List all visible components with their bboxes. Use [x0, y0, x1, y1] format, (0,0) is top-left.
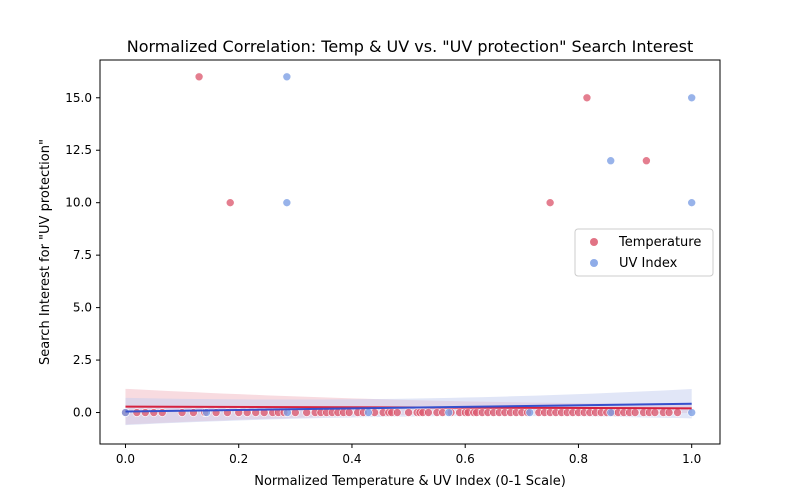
data-point-uv-index	[525, 408, 535, 417]
y-axis-label: Search Interest for "UV protection"	[38, 139, 53, 365]
trend-lines	[125, 402, 692, 413]
data-point-uv-index	[687, 93, 696, 103]
y-tick-label: 15.0	[65, 91, 92, 105]
data-point-temperature	[344, 408, 354, 417]
data-point-uv-index	[606, 408, 616, 417]
x-tick-label: 0.8	[569, 452, 588, 466]
data-point-temperature	[392, 408, 402, 417]
data-point-uv-index	[444, 408, 454, 417]
data-point-temperature	[582, 93, 592, 103]
y-tick-label: 7.5	[73, 248, 92, 262]
data-point-temperature	[545, 198, 555, 207]
x-tick-label: 0.2	[229, 452, 248, 466]
x-axis-label: Normalized Temperature & UV Index (0-1 S…	[254, 474, 566, 489]
data-point-temperature	[630, 408, 640, 417]
data-point-temperature	[673, 408, 682, 417]
y-tick-label: 10.0	[65, 196, 92, 210]
trend-line-uv-index	[125, 402, 692, 413]
data-point-temperature	[404, 408, 413, 417]
data-point-uv-index	[606, 156, 616, 166]
data-point-temperature	[194, 72, 204, 82]
legend-label-temperature: Temperature	[618, 235, 701, 250]
y-axis-ticks: 0.0 2.5 5.0 7.5 10.0 12.5 15.0	[65, 91, 100, 420]
legend-label-uv-index: UV Index	[619, 256, 678, 271]
data-point-temperature	[157, 408, 167, 417]
data-point-uv-index	[121, 408, 130, 417]
data-point-temperature	[424, 408, 433, 417]
x-axis-ticks: 0.0 0.2 0.4 0.6 0.8 1.0	[116, 444, 701, 466]
data-point-uv-index	[282, 198, 292, 207]
y-tick-label: 12.5	[65, 143, 92, 157]
data-point-uv-index	[687, 408, 696, 417]
data-point-uv-index	[687, 198, 696, 207]
y-tick-label: 0.0	[73, 406, 92, 420]
data-point-temperature	[132, 408, 142, 417]
data-point-uv-index	[364, 408, 373, 417]
data-point-uv-index	[282, 72, 292, 82]
x-tick-label: 0.4	[342, 452, 361, 466]
y-tick-label: 5.0	[73, 301, 92, 315]
data-point-temperature	[650, 408, 660, 417]
y-tick-label: 2.5	[73, 353, 92, 367]
x-tick-label: 0.6	[456, 452, 475, 466]
data-point-temperature	[642, 156, 651, 166]
chart-title: Normalized Correlation: Temp & UV vs. "U…	[127, 37, 694, 56]
legend: Temperature UV Index	[574, 228, 714, 277]
data-point-temperature	[140, 408, 150, 417]
plot-frame	[99, 59, 721, 445]
legend-box	[574, 228, 714, 277]
x-tick-label: 1.0	[682, 452, 701, 466]
data-point-temperature	[225, 198, 235, 207]
data-point-temperature	[664, 408, 674, 417]
data-point-temperature	[149, 408, 159, 417]
legend-marker-temperature	[590, 238, 598, 246]
x-tick-label: 0.0	[116, 452, 135, 466]
data-points	[121, 72, 696, 417]
legend-marker-uv-index	[590, 259, 598, 267]
